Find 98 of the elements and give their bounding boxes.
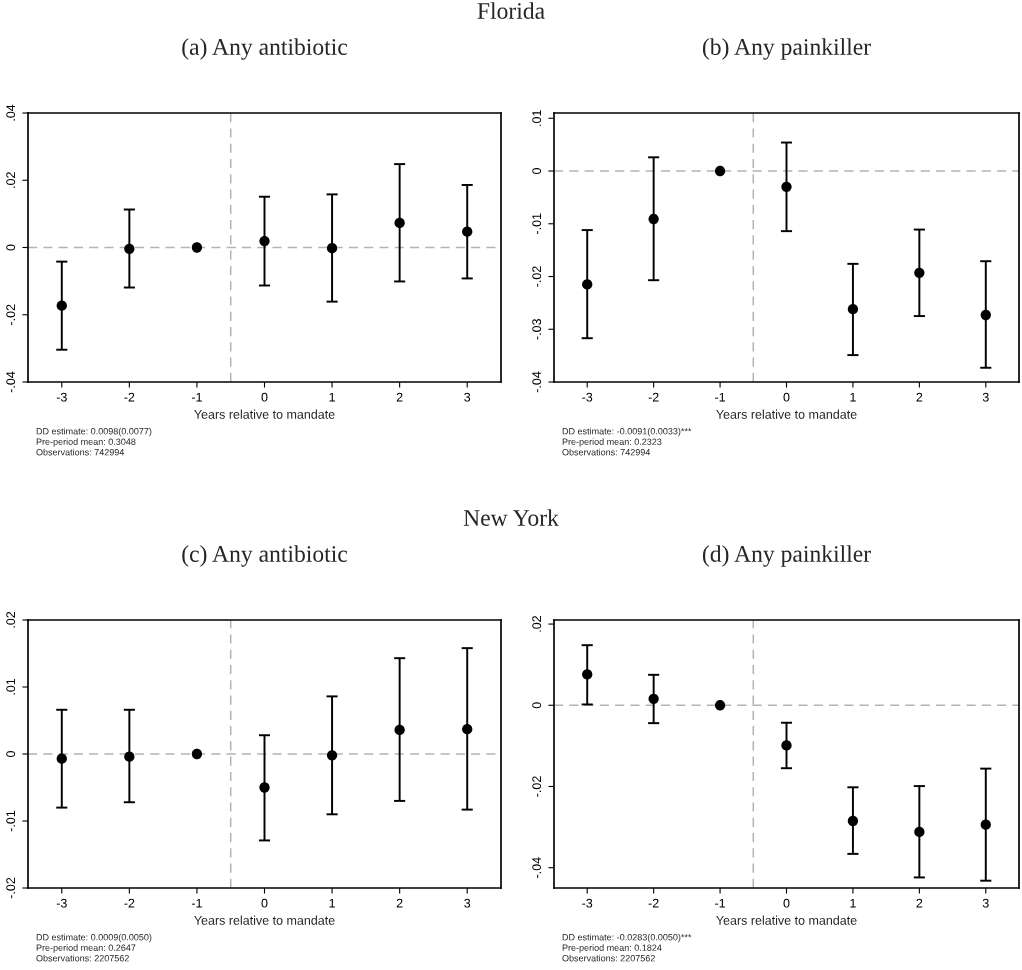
- x-tick-label: -3: [582, 392, 593, 402]
- x-tick-label: 2: [916, 392, 923, 402]
- point: [781, 740, 792, 751]
- y-tick-label: 0: [532, 168, 542, 175]
- x-tick-label: 2: [396, 392, 403, 402]
- x-tick-label: -2: [124, 898, 135, 908]
- y-tick-label: .01: [532, 110, 542, 126]
- x-tick-label: 1: [850, 898, 856, 908]
- x-tick-label: -1: [191, 898, 202, 908]
- x-tick-label: 3: [464, 392, 471, 402]
- text: DD estimate: 0.0009(0.0050): [36, 933, 152, 943]
- y-tick-label: -.03: [532, 319, 542, 340]
- x-tick-label: 2: [396, 898, 403, 908]
- text: Observations: 2207562: [36, 954, 129, 962]
- x-tick-label: 2: [916, 898, 923, 908]
- point: [326, 243, 338, 254]
- y-tick-label: .04: [6, 104, 16, 121]
- x-axis-title: Years relative to mandate: [716, 409, 857, 419]
- x-axis-title: Years relative to mandate: [716, 915, 857, 925]
- point: [914, 267, 925, 278]
- x-tick-label: 0: [261, 392, 268, 402]
- y-tick-label: -.04: [6, 371, 16, 393]
- point: [394, 724, 405, 736]
- point: [980, 309, 991, 321]
- point: [56, 300, 67, 311]
- point: [781, 181, 792, 192]
- x-tick-label: -2: [124, 392, 135, 402]
- point: [124, 751, 135, 762]
- x-axis-title: Years relative to mandate: [194, 409, 335, 419]
- point: [462, 226, 473, 237]
- text: Pre-period mean: 0.1824: [562, 944, 662, 953]
- x-tick-label: -1: [191, 392, 202, 402]
- point: [847, 304, 859, 315]
- chart-title: (c) Any antibiotic: [182, 545, 348, 567]
- x-tick-label: -2: [648, 898, 659, 908]
- point: [394, 217, 405, 229]
- text: Pre-period mean: 0.2323: [562, 438, 662, 447]
- x-tick-label: -3: [56, 898, 67, 908]
- chart-subtitle: Florida: [477, 2, 545, 19]
- y-tick-label: -.02: [6, 304, 16, 325]
- chart-title: (d) Any painkiller: [702, 545, 871, 567]
- point: [582, 669, 593, 680]
- y-tick-label: .02: [6, 611, 16, 628]
- y-tick-label: -.02: [532, 776, 542, 797]
- y-tick-label: .02: [532, 616, 542, 632]
- y-tick-label: 0: [532, 702, 542, 709]
- point: [980, 819, 991, 830]
- y-tick-label: -.01: [6, 810, 16, 832]
- point: [326, 750, 338, 761]
- point: [191, 748, 203, 760]
- y-tick-label: -.01: [532, 213, 542, 234]
- x-tick-label: 3: [464, 898, 471, 908]
- text: DD estimate: -0.0283(0.0050)***: [562, 933, 692, 943]
- point: [847, 815, 859, 827]
- y-tick-label: -.02: [6, 877, 16, 899]
- point: [648, 213, 659, 225]
- x-tick-label: 0: [783, 898, 790, 908]
- text: DD estimate: 0.0098(0.0077): [36, 427, 152, 437]
- point: [259, 782, 270, 793]
- x-tick-label: -1: [715, 392, 726, 402]
- point: [914, 826, 925, 838]
- x-tick-label: 0: [783, 392, 790, 402]
- point: [648, 693, 659, 704]
- chart-subtitle: New York: [463, 509, 559, 526]
- x-axis-title: Years relative to mandate: [194, 915, 335, 925]
- text: Observations: 742994: [36, 448, 125, 456]
- x-tick-label: 1: [329, 392, 335, 402]
- x-tick-label: -3: [582, 898, 593, 908]
- point: [582, 279, 593, 290]
- x-tick-label: -1: [715, 898, 726, 908]
- point: [56, 753, 67, 764]
- text: Observations: 742994: [562, 448, 651, 456]
- x-tick-label: 3: [982, 392, 989, 402]
- x-tick-label: 1: [850, 392, 856, 402]
- y-tick-label: 0: [6, 751, 16, 757]
- chart-title: (a) Any antibiotic: [182, 38, 348, 60]
- x-tick-label: -3: [56, 392, 67, 402]
- text: Pre-period mean: 0.2647: [36, 944, 136, 953]
- point: [462, 724, 473, 735]
- point: [259, 235, 270, 247]
- y-tick-label: -.04: [532, 857, 542, 878]
- y-tick-label: .02: [6, 172, 16, 188]
- y-tick-label: 0: [6, 244, 16, 251]
- x-tick-label: 3: [982, 898, 989, 908]
- x-tick-label: 1: [329, 898, 335, 908]
- chart-title: (b) Any painkiller: [702, 38, 871, 60]
- text: DD estimate: -0.0091(0.0033)***: [562, 427, 692, 437]
- y-tick-label: -.02: [532, 266, 542, 287]
- x-tick-label: 0: [261, 898, 268, 908]
- point: [124, 243, 135, 254]
- text: Pre-period mean: 0.3048: [36, 438, 136, 447]
- y-tick-label: .01: [6, 678, 16, 695]
- text: Observations: 2207562: [562, 954, 655, 962]
- point: [191, 242, 203, 253]
- point: [714, 700, 726, 711]
- y-tick-label: -.04: [532, 371, 542, 393]
- point: [714, 165, 726, 177]
- x-tick-label: -2: [648, 392, 659, 402]
